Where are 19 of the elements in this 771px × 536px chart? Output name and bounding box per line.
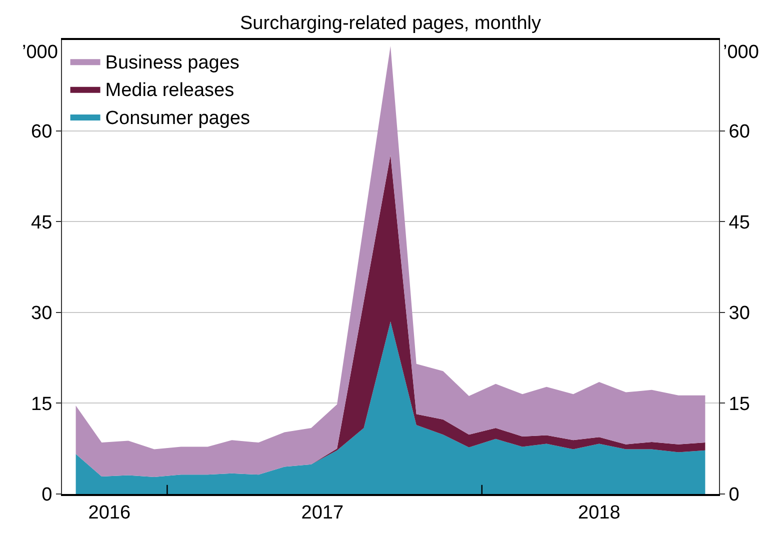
y2-tick-label: 60 <box>728 121 750 142</box>
legend-label: Consumer pages <box>105 108 250 129</box>
y2-axis-title: ’000 <box>723 42 759 63</box>
legend-label: Media releases <box>105 80 234 102</box>
y2-tick-label: 30 <box>728 303 750 324</box>
y-tick-label: 45 <box>31 212 52 234</box>
y2-tick-label: 0 <box>728 484 740 506</box>
y2-tick-label: 15 <box>728 394 750 415</box>
y-tick-label: 60 <box>31 121 52 142</box>
y2-tick-label: 45 <box>728 212 750 234</box>
chart-title: Surcharging-related pages, monthly <box>240 13 542 34</box>
x-tick-label: 2018 <box>578 502 620 524</box>
legend-label: Business pages <box>105 52 240 74</box>
x-tick-label: 2016 <box>88 502 131 524</box>
y-axis-title: ’000 <box>22 42 58 63</box>
y-tick-label: 30 <box>31 303 52 324</box>
y-tick-label: 15 <box>31 394 52 415</box>
x-tick-label: 2017 <box>301 502 344 524</box>
y-tick-label: 0 <box>42 484 52 506</box>
